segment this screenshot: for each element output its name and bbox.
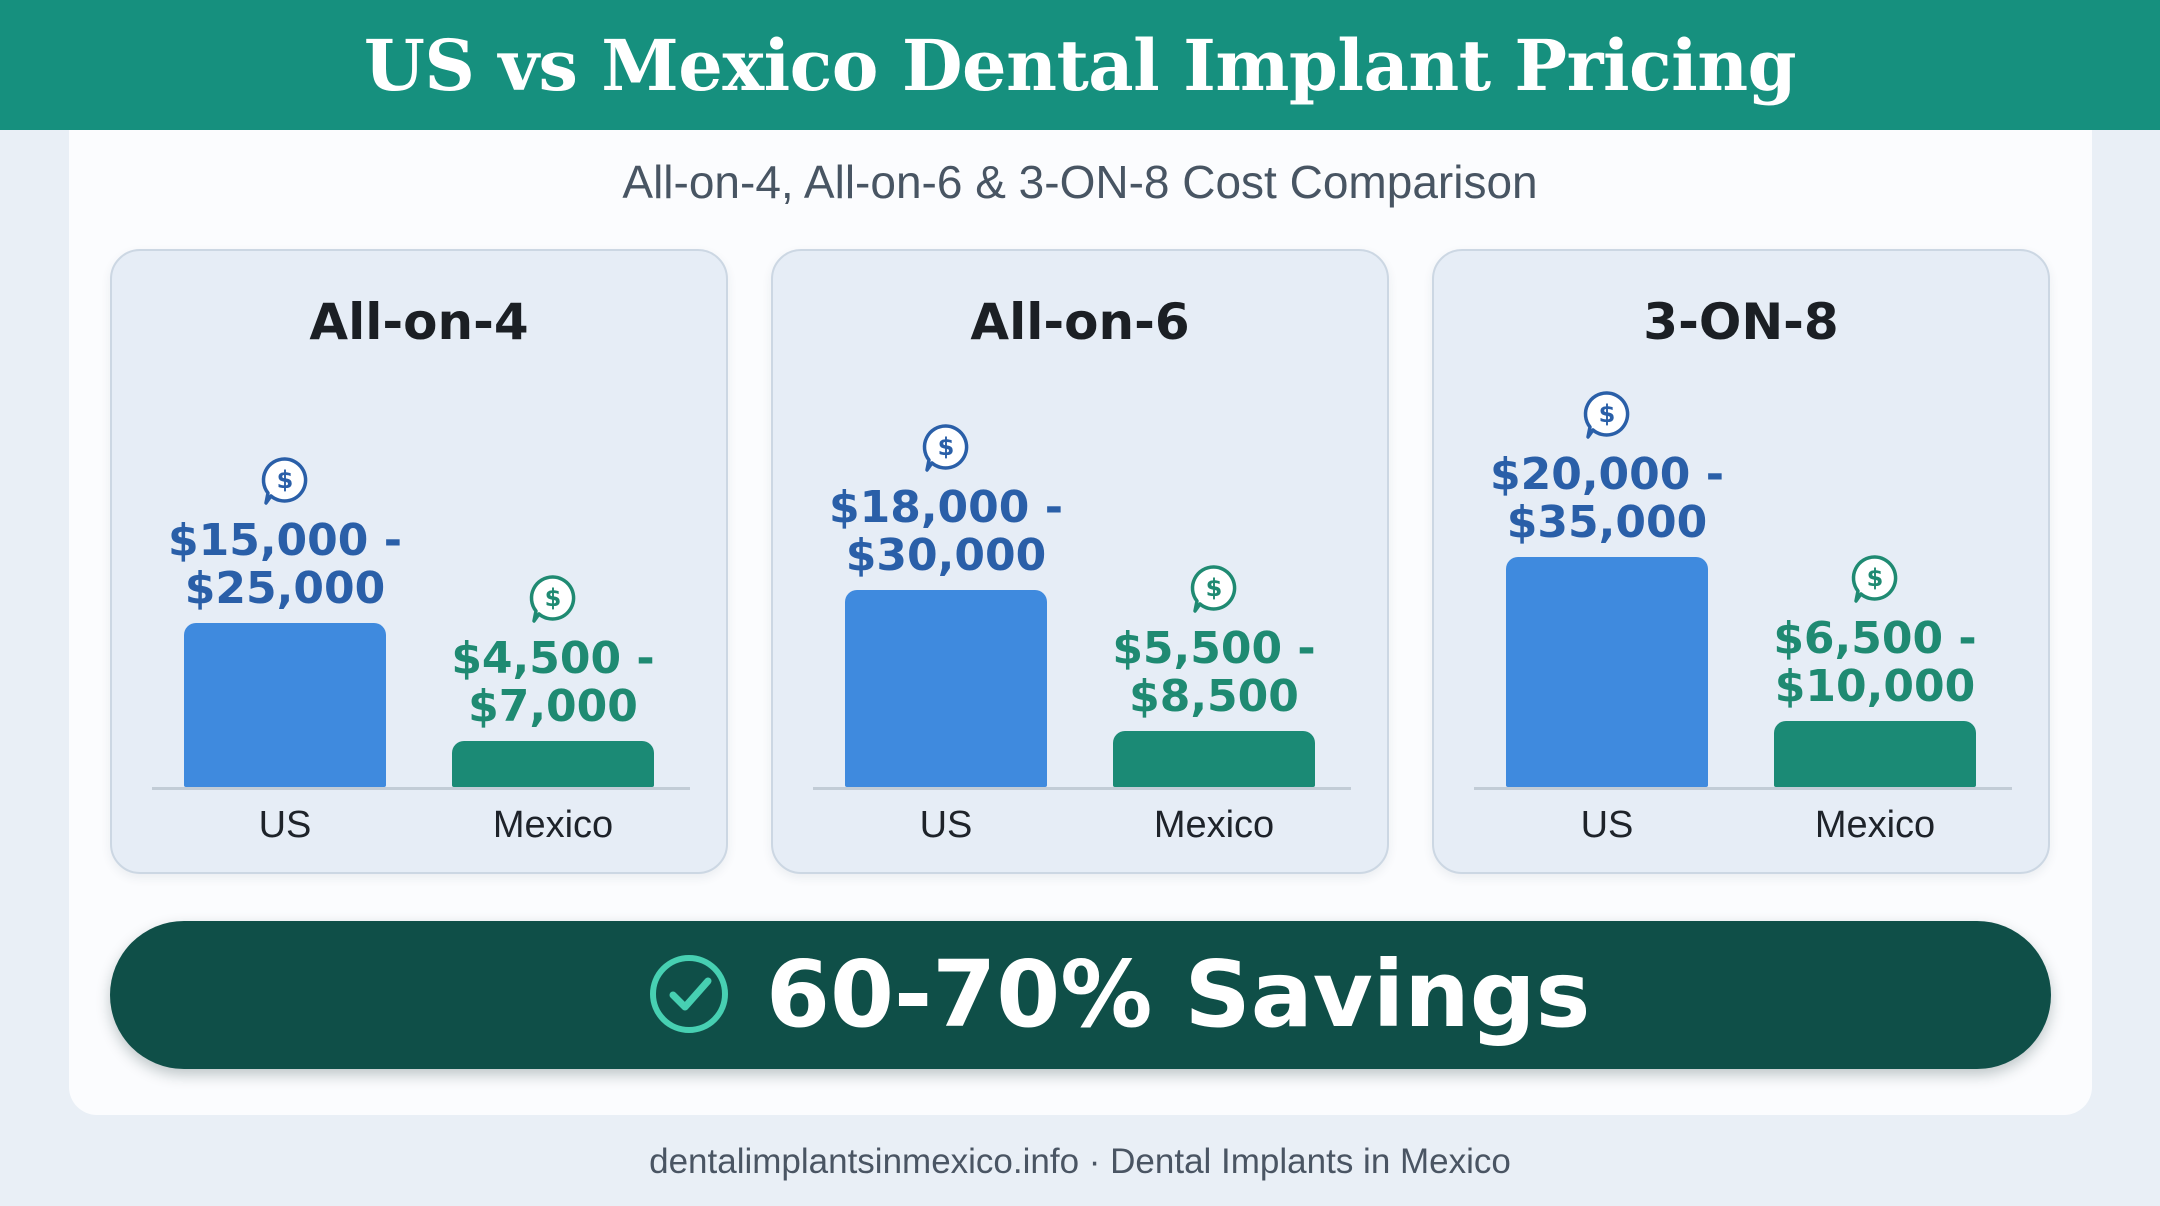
x-tick-label: US — [1580, 804, 1634, 846]
dollar-speech-bubble-icon: $ — [527, 573, 579, 625]
chart-title: All-on-6 — [970, 293, 1190, 351]
price-label: $20,000 - $35,000 — [1490, 449, 1724, 548]
bar — [1113, 731, 1315, 787]
chart-title: 3-ON-8 — [1643, 293, 1839, 351]
bar — [845, 590, 1047, 787]
price-label: $15,000 - $25,000 — [168, 515, 402, 614]
x-axis-baseline — [813, 787, 1351, 790]
x-tick-label: Mexico — [1814, 804, 1936, 846]
price-label: $4,500 - $7,000 — [451, 633, 655, 732]
x-tick-label: US — [919, 804, 973, 846]
bar — [452, 741, 654, 787]
price-label: $18,000 - $30,000 — [829, 482, 1063, 581]
dollar-speech-bubble-icon: $ — [259, 455, 311, 507]
svg-text:$: $ — [1867, 564, 1884, 592]
check-circle-icon — [650, 955, 728, 1033]
x-tick-label: Mexico — [492, 804, 614, 846]
svg-text:$: $ — [1599, 400, 1616, 428]
bar — [184, 623, 386, 787]
svg-text:$: $ — [1206, 574, 1223, 602]
chart-card: All-on-4 $15,000 - $25,000 $ US $4,500 - $7,00… — [110, 249, 728, 874]
bar — [1774, 721, 1976, 787]
chart-title: All-on-4 — [309, 293, 529, 351]
svg-text:$: $ — [277, 466, 294, 494]
svg-text:$: $ — [938, 433, 955, 461]
svg-text:$: $ — [545, 584, 562, 612]
x-axis-baseline — [152, 787, 690, 790]
price-label: $5,500 - $8,500 — [1112, 623, 1316, 722]
dollar-speech-bubble-icon: $ — [1581, 389, 1633, 441]
header-bar: US vs Mexico Dental Implant Pricing — [0, 0, 2160, 130]
dollar-speech-bubble-icon: $ — [920, 422, 972, 474]
page-subtitle: All-on-4, All-on-6 & 3-ON-8 Cost Compari… — [622, 156, 1538, 208]
chart-card: 3-ON-8 $20,000 - $35,000 $ US $6,500 - $10,000… — [1432, 249, 2050, 874]
savings-text: 60-70% Savings — [766, 941, 1591, 1048]
price-label: $6,500 - $10,000 — [1773, 613, 1977, 712]
x-tick-label: Mexico — [1153, 804, 1275, 846]
dollar-speech-bubble-icon: $ — [1188, 563, 1240, 615]
bar — [1506, 557, 1708, 787]
dollar-speech-bubble-icon: $ — [1849, 553, 1901, 605]
x-axis-baseline — [1474, 787, 2012, 790]
chart-card: All-on-6 $18,000 - $30,000 $ US $5,500 - $8,50… — [771, 249, 1389, 874]
footer-credit: dentalimplantsinmexico.info · Dental Imp… — [649, 1142, 1511, 1181]
page-title: US vs Mexico Dental Implant Pricing — [363, 23, 1797, 107]
savings-banner: 60-70% Savings — [110, 921, 2051, 1069]
x-tick-label: US — [258, 804, 312, 846]
